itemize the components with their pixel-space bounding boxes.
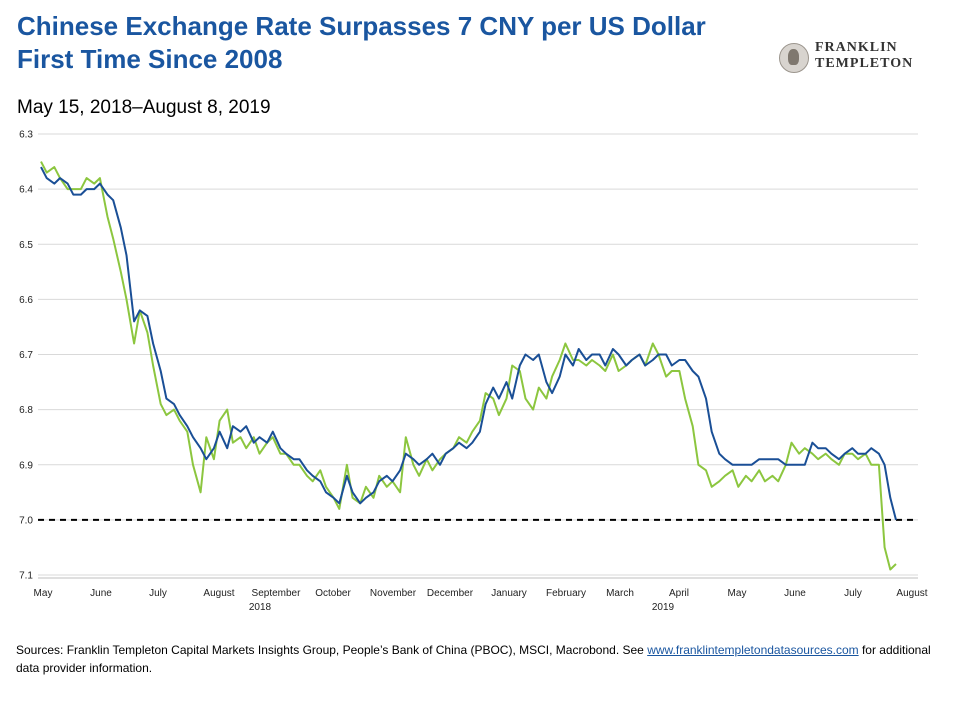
x-month-label: October [315, 588, 351, 599]
y-tick-label: 6.4 [19, 185, 33, 196]
x-month-label: May [34, 588, 53, 599]
x-month-label: July [844, 588, 862, 599]
x-month-label: November [370, 588, 417, 599]
x-month-label: April [669, 588, 689, 599]
logo-line-2: TEMPLETON [815, 56, 914, 71]
x-month-label: March [606, 588, 634, 599]
x-month-label: February [546, 588, 586, 599]
series-line-green [40, 161, 897, 571]
x-month-label: July [149, 588, 167, 599]
chart-title: Chinese Exchange Rate Surpasses 7 CNY pe… [17, 11, 706, 74]
franklin-templeton-logo: FRANKLIN TEMPLETON [779, 40, 929, 74]
logo-wordmark: FRANKLIN TEMPLETON [815, 40, 913, 72]
sources-note: Sources: Franklin Templeton Capital Mark… [16, 641, 946, 677]
sources-text: Sources: Franklin Templeton Capital Mark… [16, 643, 648, 657]
y-tick-label: 7.1 [19, 571, 33, 582]
x-month-label: December [427, 588, 474, 599]
portrait-seal-icon [779, 43, 809, 73]
y-tick-label: 6.3 [19, 130, 33, 141]
chart-subtitle: May 15, 2018–August 8, 2019 [17, 97, 271, 118]
sources-link[interactable]: www.franklintempletondatasources.com [647, 643, 859, 657]
x-year-label: 2019 [652, 602, 675, 613]
y-tick-label: 6.8 [19, 405, 33, 416]
x-month-label: August [203, 588, 234, 599]
x-year-label: 2018 [249, 602, 272, 613]
y-tick-label: 6.5 [19, 240, 33, 251]
y-tick-label: 7.0 [19, 515, 33, 526]
logo-line-1: FRANKLIN [815, 40, 898, 55]
x-month-label: June [784, 588, 806, 599]
x-month-label: June [90, 588, 112, 599]
sources-tail: for additional data provider information… [16, 643, 931, 675]
series-line-blue [40, 166, 897, 521]
x-month-label: August [896, 588, 927, 599]
x-month-label: January [491, 588, 527, 599]
x-month-label: May [728, 588, 747, 599]
y-tick-label: 6.7 [19, 350, 33, 361]
y-tick-label: 6.9 [19, 460, 33, 471]
x-month-label: September [252, 588, 302, 599]
y-tick-label: 6.6 [19, 295, 33, 306]
